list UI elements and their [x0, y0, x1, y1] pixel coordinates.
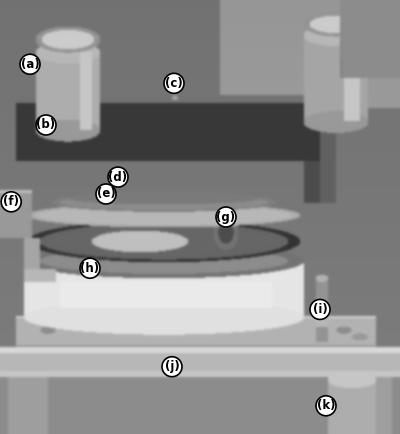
Circle shape	[20, 54, 40, 74]
Text: (b): (b)	[36, 118, 56, 132]
Circle shape	[96, 184, 116, 204]
Text: (c): (c)	[165, 77, 183, 90]
Text: (i): (i)	[313, 303, 327, 316]
Circle shape	[216, 207, 236, 227]
Text: (f): (f)	[3, 195, 19, 208]
Circle shape	[316, 396, 336, 416]
Circle shape	[164, 73, 184, 93]
Circle shape	[36, 115, 56, 135]
Circle shape	[108, 167, 128, 187]
Text: (g): (g)	[216, 210, 236, 224]
Text: (d): (d)	[108, 171, 128, 184]
Text: (k): (k)	[317, 399, 335, 412]
Text: (a): (a)	[21, 58, 39, 71]
Text: (e): (e)	[97, 187, 115, 201]
Circle shape	[310, 299, 330, 319]
Text: (j): (j)	[165, 360, 179, 373]
Circle shape	[162, 357, 182, 377]
Circle shape	[1, 192, 21, 212]
Circle shape	[80, 258, 100, 278]
Text: (h): (h)	[80, 262, 100, 275]
